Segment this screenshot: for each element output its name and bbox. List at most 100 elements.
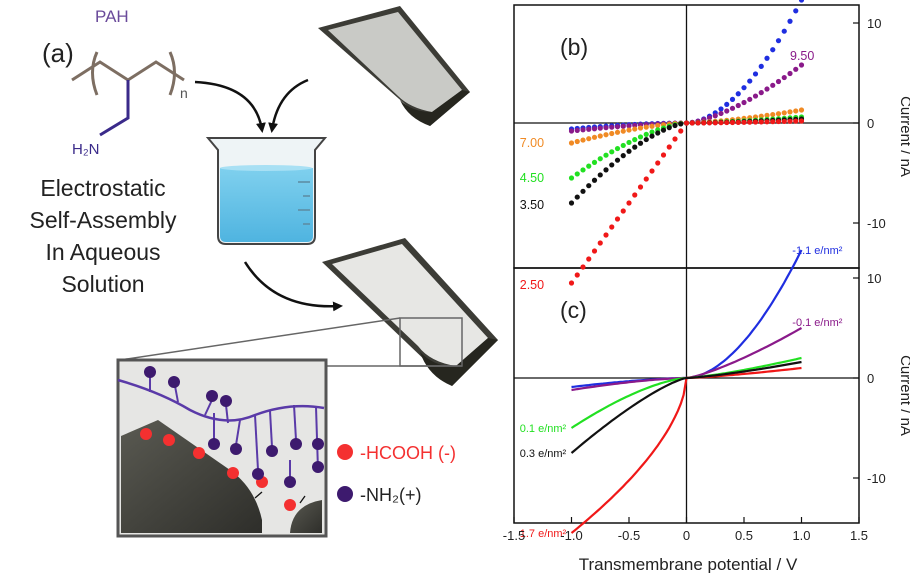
series-label: 7.00 [520, 136, 544, 150]
data-point [712, 113, 718, 119]
data-point [764, 86, 770, 92]
series-label: -0.1 e/nm² [792, 317, 842, 329]
data-point [781, 110, 787, 116]
series-label: 1.7 e/nm² [520, 528, 567, 540]
data-point [741, 99, 747, 106]
bracket-left [91, 51, 99, 96]
data-point [603, 167, 609, 173]
y-tick-label: 10 [867, 16, 881, 31]
surface-inset [116, 358, 328, 538]
data-point [597, 172, 603, 178]
data-point [568, 140, 575, 146]
data-point [764, 112, 770, 118]
data-point [758, 119, 764, 125]
data-point [649, 168, 655, 174]
data-point [775, 118, 782, 125]
arrow-beaker-to-channel [243, 261, 343, 312]
data-point [591, 134, 598, 140]
data-point [672, 136, 678, 142]
data-point [632, 192, 638, 198]
data-point [586, 256, 592, 262]
data-point [729, 105, 736, 111]
data-point [614, 157, 621, 163]
data-point [655, 130, 661, 136]
data-point [574, 127, 580, 134]
data-point [614, 216, 621, 222]
repeat-subscript: n [180, 85, 188, 101]
data-point [603, 125, 609, 131]
data-point [574, 194, 580, 200]
data-point [770, 47, 776, 53]
x-tick-label: 0 [683, 528, 690, 543]
data-point [609, 149, 615, 155]
caption-line-3: In Aqueous [45, 239, 160, 265]
data-point [695, 120, 701, 126]
x-tick-label: -1.0 [560, 528, 582, 543]
data-point [666, 125, 672, 131]
data-point [764, 119, 770, 125]
data-point [603, 232, 609, 238]
data-point [793, 108, 799, 114]
x-tick-label: -0.5 [618, 528, 640, 543]
panel-a-label: (a) [42, 38, 74, 68]
panel-a: (a) PAH n H₂N Electrostatic Self-Assembl… [30, 6, 498, 538]
data-point [574, 138, 580, 145]
data-point [620, 128, 626, 134]
series-line [570, 360, 802, 454]
data-point [568, 280, 575, 286]
data-point [793, 66, 799, 72]
data-point [781, 28, 787, 34]
x-axis: -1.5 -1.0 -0.5 0 0.5 1.0 1.5 [503, 517, 868, 543]
data-point [655, 122, 661, 129]
data-point [643, 124, 649, 130]
data-point [666, 144, 672, 150]
data-point [637, 125, 644, 131]
data-point [586, 136, 592, 142]
carboxyl-legend-marker [337, 444, 353, 460]
data-point [706, 120, 713, 126]
data-point [770, 111, 776, 118]
data-point [793, 118, 799, 124]
data-point [626, 123, 632, 129]
panel-label: (b) [560, 34, 588, 60]
amine-legend-marker [337, 486, 353, 502]
x-tick-label: 1.5 [850, 528, 868, 543]
x-tick-label: -1.5 [503, 528, 525, 543]
series-label: 9.50 [790, 49, 814, 63]
data-point [741, 85, 747, 91]
data-point [603, 152, 609, 158]
amine-label: H₂N [72, 141, 100, 158]
x-axis-label: Transmembrane potential / V [579, 555, 798, 573]
data-point [729, 96, 736, 102]
data-point [580, 137, 586, 143]
y-tick-label: -10 [867, 216, 886, 231]
data-point [718, 106, 724, 112]
data-point [672, 122, 678, 129]
arrow-channel-to-beaker [268, 78, 309, 133]
y-axis-label: Current / nA [897, 96, 910, 177]
data-point [793, 8, 799, 14]
zoom-line-top [119, 317, 401, 361]
data-point [609, 162, 615, 168]
data-point [637, 140, 644, 146]
data-point [591, 177, 598, 183]
series-label: 3.50 [520, 198, 544, 212]
data-point [643, 131, 649, 137]
pah-structure: PAH n H₂N [71, 7, 188, 158]
data-point [678, 121, 684, 127]
x-tick-label: 0.5 [735, 528, 753, 543]
y-tick-label: -10 [867, 471, 886, 486]
data-point [626, 127, 632, 133]
data-point [597, 125, 603, 131]
data-point [586, 163, 592, 169]
caption-line-1: Electrostatic [40, 175, 165, 201]
data-point [580, 167, 586, 173]
data-point [747, 96, 753, 102]
data-point [649, 129, 655, 135]
data-point [632, 122, 638, 129]
data-point [632, 126, 638, 132]
data-point [770, 119, 776, 125]
data-point [798, 118, 805, 124]
data-point [729, 119, 736, 126]
